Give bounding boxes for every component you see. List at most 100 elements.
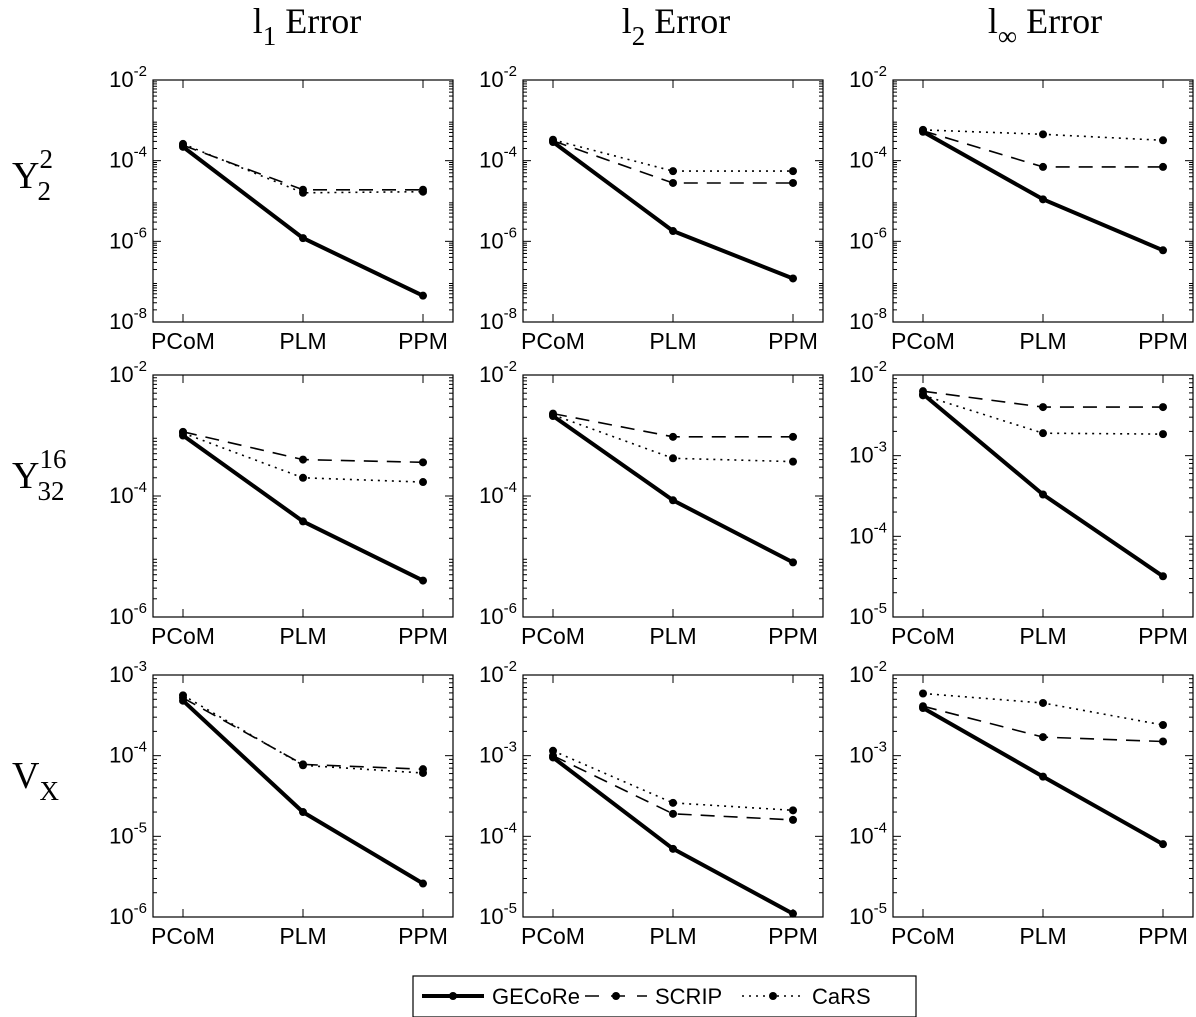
x-tick-label: PCoM bbox=[521, 623, 585, 649]
plot-frame bbox=[522, 674, 824, 918]
series-line-cars bbox=[552, 139, 793, 172]
subplot-r2-c2: 10-6 10-4 10-2 PCoM PLM PPM bbox=[479, 358, 824, 649]
data-point-scrip bbox=[1159, 403, 1167, 412]
plot-frame bbox=[152, 79, 454, 323]
row-label-1: Y2 2 bbox=[12, 144, 53, 206]
data-point-gecore bbox=[419, 879, 427, 888]
plot-frame bbox=[892, 674, 1194, 918]
data-point-scrip bbox=[419, 458, 427, 467]
data-point-cars bbox=[1159, 720, 1167, 729]
x-tick-label: PLM bbox=[649, 328, 696, 354]
series-line-cars bbox=[922, 394, 1164, 435]
y-tick-label: 10-5 bbox=[479, 900, 517, 929]
x-tick-label: PPM bbox=[768, 623, 818, 649]
y-tick-label: 10-6 bbox=[479, 224, 517, 253]
legend-label-cars: CaRS bbox=[812, 984, 871, 1009]
y-tick-label: 10-4 bbox=[109, 739, 147, 768]
data-point-cars bbox=[1159, 430, 1167, 439]
data-point-scrip bbox=[419, 185, 427, 194]
y-tick-label: 10-3 bbox=[849, 739, 887, 768]
y-tick-label: 10-6 bbox=[479, 600, 517, 629]
y-tick-label: 10-2 bbox=[849, 358, 887, 387]
y-tick-label: 10-4 bbox=[109, 144, 147, 173]
y-tick-label: 10-8 bbox=[479, 305, 517, 334]
y-tick-label: 10-6 bbox=[109, 224, 147, 253]
subplot-r3-c3: 10-5 10-4 10-3 10-2 PCoM PLM PPM bbox=[849, 658, 1194, 949]
x-tick-label: PLM bbox=[279, 623, 326, 649]
data-point-cars bbox=[1039, 130, 1047, 139]
series-line-scrip bbox=[552, 754, 794, 821]
series-line-gecore bbox=[922, 130, 1164, 253]
x-tick-label: PLM bbox=[1019, 623, 1066, 649]
subplot-r1-c2: 10-8 10-6 10-4 10-2 PCoM PLM PPM bbox=[479, 63, 824, 354]
x-tick-label: PPM bbox=[768, 328, 818, 354]
y-tick-label: 10-3 bbox=[109, 658, 147, 687]
x-tick-label: PLM bbox=[649, 923, 696, 949]
data-point-gecore bbox=[179, 142, 187, 151]
x-tick-label: PPM bbox=[398, 623, 448, 649]
data-point-scrip bbox=[419, 765, 427, 774]
data-point-gecore bbox=[549, 753, 557, 762]
y-tick-label: 10-8 bbox=[849, 305, 887, 334]
data-point-gecore bbox=[919, 127, 927, 136]
y-tick-label: 10-4 bbox=[479, 819, 517, 848]
x-tick-label: PLM bbox=[1019, 923, 1066, 949]
plot-frame bbox=[522, 374, 824, 618]
y-tick-label: 10-4 bbox=[849, 519, 887, 548]
legend-label-scrip: SCRIP bbox=[655, 984, 722, 1009]
y-tick-label: 10-4 bbox=[109, 479, 147, 508]
y-tick-label: 10-6 bbox=[109, 900, 147, 929]
y-tick-label: 10-5 bbox=[109, 819, 147, 848]
data-point-gecore bbox=[179, 431, 187, 440]
y-tick-label: 10-4 bbox=[849, 144, 887, 173]
x-tick-label: PCoM bbox=[521, 923, 585, 949]
data-point-cars bbox=[299, 473, 307, 482]
column-title-2: l2 Error bbox=[622, 1, 730, 51]
x-tick-label: PCoM bbox=[151, 923, 215, 949]
data-point-cars bbox=[669, 798, 677, 807]
column-title-1: l1 Error bbox=[253, 1, 361, 51]
y-tick-label: 10-5 bbox=[849, 900, 887, 929]
data-point-scrip bbox=[1039, 733, 1047, 742]
data-point-scrip bbox=[789, 432, 797, 441]
plot-frame bbox=[152, 674, 454, 918]
data-point-gecore bbox=[1159, 840, 1167, 849]
x-tick-label: PPM bbox=[1138, 623, 1188, 649]
plot-frame bbox=[892, 374, 1194, 618]
series-line-cars bbox=[552, 750, 794, 812]
data-point-gecore bbox=[1039, 490, 1047, 499]
data-point-scrip bbox=[1039, 162, 1047, 171]
x-tick-label: PPM bbox=[1138, 328, 1188, 354]
series-line-scrip bbox=[552, 140, 793, 184]
x-tick-label: PPM bbox=[398, 923, 448, 949]
series-line-cars bbox=[182, 143, 424, 194]
y-tick-label: 10-6 bbox=[849, 224, 887, 253]
series-line-gecore bbox=[921, 392, 1165, 578]
x-tick-label: PLM bbox=[279, 328, 326, 354]
plot-frame bbox=[152, 374, 454, 618]
data-point-scrip bbox=[299, 760, 307, 769]
subplot-r3-c1: 10-6 10-5 10-4 10-3 PCoM PLM PPM bbox=[109, 658, 454, 949]
data-point-gecore bbox=[919, 703, 927, 712]
data-point-scrip bbox=[299, 455, 307, 464]
data-point-gecore bbox=[1159, 246, 1167, 255]
data-point-scrip bbox=[789, 178, 797, 187]
data-point-gecore bbox=[1039, 772, 1047, 781]
data-point-gecore bbox=[669, 227, 677, 236]
series-line-gecore bbox=[551, 140, 794, 281]
x-tick-label: PCoM bbox=[891, 923, 955, 949]
data-point-gecore bbox=[299, 808, 307, 817]
y-tick-label: 10-6 bbox=[109, 600, 147, 629]
data-point-cars bbox=[419, 478, 427, 487]
series-line-gecore bbox=[181, 145, 424, 298]
x-tick-label: PLM bbox=[279, 923, 326, 949]
data-point-gecore bbox=[919, 390, 927, 399]
data-point-gecore bbox=[419, 291, 427, 300]
data-point-scrip bbox=[299, 185, 307, 194]
series-line-gecore bbox=[181, 699, 425, 886]
data-point-gecore bbox=[549, 412, 557, 421]
data-point-gecore bbox=[789, 274, 797, 283]
y-tick-label: 10-2 bbox=[109, 63, 147, 92]
series-line-cars bbox=[182, 432, 424, 483]
